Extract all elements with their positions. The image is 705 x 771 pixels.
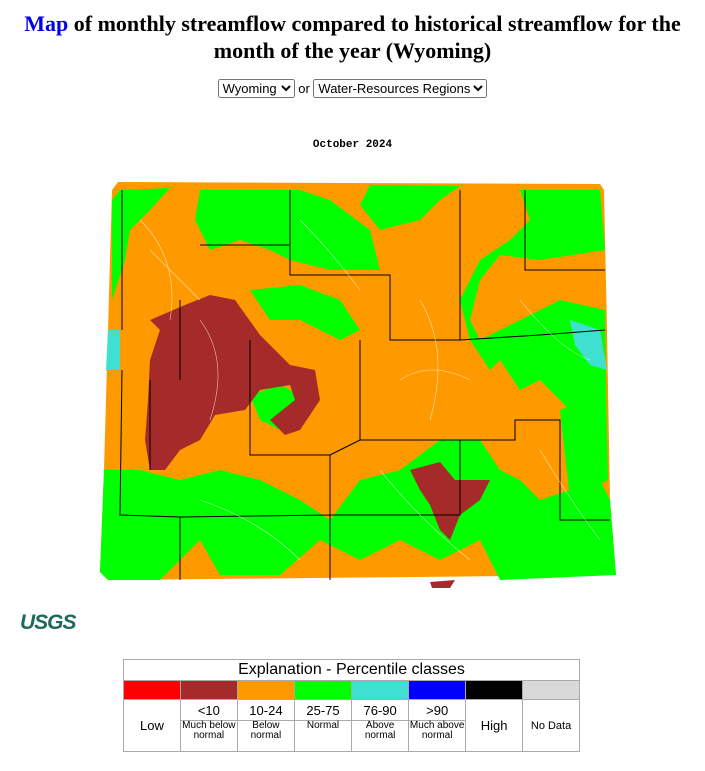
region: [112, 188, 170, 300]
county-lines: [119, 190, 610, 580]
legend-description-row: Much below normal Below normal Normal Above…: [124, 720, 580, 752]
legend-range: >90: [408, 699, 467, 721]
legend-table: Explanation - Percentile classes Low <10 10…: [123, 659, 580, 752]
controls: Wyoming or Water-Resources Regions: [0, 79, 705, 98]
region: [195, 190, 380, 270]
legend-swatch: [522, 680, 580, 700]
legend-description: Much above normal: [408, 720, 467, 752]
region: [100, 440, 616, 580]
page-title: Map of monthly streamflow compared to hi…: [0, 10, 705, 64]
region: [250, 285, 360, 340]
legend-range-row: Low <10 10-24 25-75 76-90 >90 High No Data: [123, 699, 580, 752]
map-date: October 2024: [312, 139, 393, 151]
region: [410, 462, 490, 540]
separator: or: [298, 81, 310, 96]
legend-swatch: [179, 680, 238, 700]
legend-description: Normal: [293, 720, 353, 752]
legend-label: High: [465, 699, 524, 752]
legend-label: Low: [123, 699, 181, 752]
legend-description: Below normal: [236, 720, 295, 752]
legend-range: 10-24: [236, 699, 295, 721]
region: [106, 330, 120, 370]
region: [145, 295, 320, 470]
legend-title-row: Explanation - Percentile classes: [123, 659, 580, 681]
state-select[interactable]: Wyoming: [217, 79, 295, 98]
title-text: of monthly streamflow compared to histor…: [73, 11, 681, 63]
legend-title: Explanation - Percentile classes: [123, 659, 580, 681]
region: [460, 190, 606, 410]
legend-swatch: [465, 680, 524, 700]
rivers: [139, 219, 601, 561]
streamflow-map: [100, 182, 616, 588]
legend-color-row: [123, 680, 580, 700]
legend-swatch: [293, 680, 353, 700]
legend-description: Above normal: [351, 720, 410, 752]
map-link[interactable]: Map: [24, 11, 69, 36]
region: [430, 580, 455, 588]
legend-description: Much below normal: [179, 720, 238, 752]
legend-swatch: [123, 680, 181, 700]
legend-swatch: [236, 680, 295, 700]
legend-range: 25-75: [293, 699, 353, 721]
legend-swatch: [408, 680, 467, 700]
region-select[interactable]: Water-Resources Regions: [313, 79, 488, 98]
region: [360, 185, 460, 230]
legend-swatch: [351, 680, 410, 700]
legend-range: <10: [179, 699, 238, 721]
legend-label: No Data: [522, 699, 580, 752]
region: [560, 390, 608, 500]
legend-range: 76-90: [351, 699, 410, 721]
usgs-logo: USGS: [20, 611, 77, 634]
region: [570, 320, 607, 370]
